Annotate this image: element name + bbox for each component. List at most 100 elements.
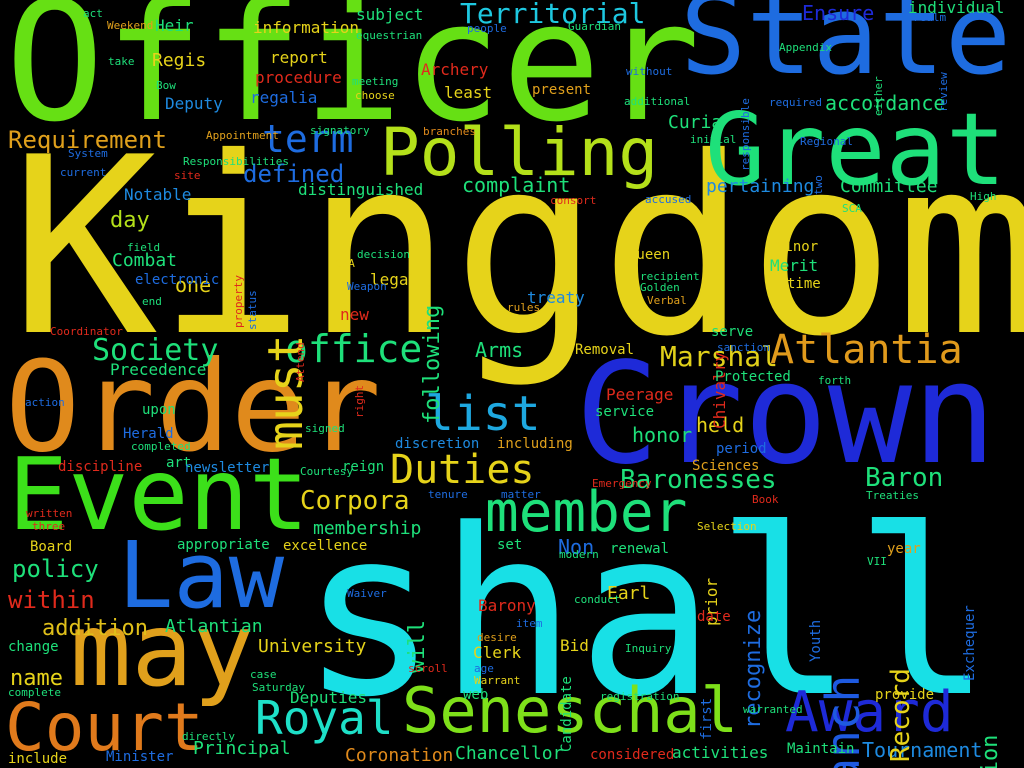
cloud-word: defined: [243, 160, 345, 188]
cloud-word: Merit: [770, 256, 819, 275]
cloud-word: Removal: [575, 342, 635, 358]
cloud-word: treaty: [527, 288, 585, 307]
cloud-word: Queen: [628, 247, 671, 263]
cloud-word: Non: [558, 535, 595, 559]
cloud-word: Emergency: [592, 477, 652, 490]
cloud-word: present: [532, 82, 592, 98]
cloud-word: serve: [711, 324, 754, 340]
cloud-word: Baronesses: [620, 465, 777, 495]
cloud-word: Appointment: [206, 129, 279, 142]
cloud-word: pertaining: [706, 176, 815, 197]
cloud-word: legal: [370, 270, 419, 289]
cloud-word: name: [10, 666, 63, 691]
cloud-word: Appendix: [779, 41, 832, 54]
cloud-word: Seneschal: [402, 674, 738, 747]
cloud-word: upon: [142, 402, 176, 418]
cloud-word: consort: [550, 194, 597, 207]
cloud-word: case: [250, 668, 277, 681]
cloud-word: take: [108, 55, 135, 68]
cloud-word: Guardian: [568, 20, 621, 33]
cloud-word: electronic: [135, 272, 220, 288]
cloud-word: System: [68, 147, 108, 160]
cloud-word: branches: [423, 125, 476, 138]
cloud-word: sanction: [717, 341, 770, 354]
cloud-word: set: [497, 537, 523, 553]
cloud-word: Protected: [715, 369, 791, 385]
cloud-word: rules: [507, 301, 541, 314]
cloud-word: conduct: [574, 593, 621, 606]
cloud-word: choose: [355, 89, 395, 102]
cloud-word: VII: [867, 555, 887, 568]
cloud-word: activities: [672, 743, 769, 762]
cloud-word: field: [127, 241, 161, 254]
cloud-word: Ensure: [802, 1, 875, 25]
cloud-word: signed: [305, 422, 345, 435]
cloud-word: University: [258, 636, 367, 657]
cloud-word: Tournament: [862, 738, 983, 762]
cloud-word: Responsibilities: [183, 155, 289, 168]
cloud-word: status: [246, 290, 259, 330]
cloud-word: list: [425, 386, 541, 442]
cloud-word: SCA: [842, 202, 862, 215]
cloud-word: meeting: [352, 75, 399, 88]
cloud-word: registration: [600, 690, 680, 703]
cloud-word: Royal: [255, 691, 394, 745]
cloud-word: Bow: [156, 79, 176, 92]
cloud-word: Regis: [152, 50, 207, 71]
cloud-word: Society: [92, 333, 219, 368]
cloud-word: recommendation: [978, 735, 1003, 768]
cloud-word: held: [696, 413, 745, 437]
cloud-word: may: [70, 591, 255, 710]
cloud-word: recipient: [640, 270, 700, 283]
cloud-word: completed: [131, 440, 191, 453]
cloud-word: Chancellor: [455, 743, 564, 764]
cloud-word: additional: [624, 95, 691, 108]
cloud-word: Kingdom: [10, 105, 1024, 390]
cloud-word: term: [262, 117, 354, 161]
cloud-word: following: [420, 304, 445, 424]
cloud-word: right: [353, 384, 366, 418]
cloud-word: tenure: [428, 488, 468, 501]
cloud-word: Courtesy: [300, 465, 353, 478]
cloud-word: accordance: [825, 91, 946, 115]
cloud-word: without: [626, 65, 673, 78]
cloud-word: forth: [818, 374, 852, 387]
cloud-word: Atlantia: [770, 327, 963, 373]
cloud-word: GoA: [335, 257, 355, 270]
cloud-word: Duties: [390, 447, 535, 493]
cloud-word: Minister: [106, 749, 174, 765]
cloud-word: report: [270, 48, 328, 67]
cloud-word: Waiver: [347, 587, 387, 600]
cloud-word: new: [340, 305, 369, 324]
cloud-word: Law: [118, 522, 285, 629]
cloud-word: realm: [913, 11, 947, 24]
cloud-word: Inquiry: [625, 642, 672, 655]
cloud-word: Atlantian: [165, 616, 263, 637]
cloud-word: Earl: [607, 583, 651, 604]
cloud-word: individual: [908, 0, 1005, 17]
cloud-word: Coronation: [345, 745, 454, 766]
cloud-word: Requirement: [8, 126, 167, 154]
cloud-word: matter: [501, 488, 541, 501]
cloud-word: Court: [5, 689, 204, 766]
cloud-word: Attend: [294, 342, 307, 382]
cloud-word: Deputy: [165, 94, 223, 113]
cloud-word: action: [25, 396, 65, 409]
cloud-word: period: [716, 441, 767, 457]
cloud-word: Book: [752, 493, 779, 506]
cloud-word: State: [680, 0, 1012, 99]
cloud-word: required: [769, 96, 822, 109]
cloud-word: warranted: [743, 703, 803, 716]
cloud-word: Crown: [575, 333, 997, 496]
cloud-word: signatory: [310, 124, 370, 137]
cloud-word: renewal: [610, 541, 670, 557]
cloud-word: site: [174, 169, 201, 182]
cloud-word: policy: [12, 555, 99, 583]
cloud-word: discretion: [395, 436, 480, 452]
cloud-word: Coordinator: [50, 325, 123, 338]
cloud-word: three: [32, 520, 66, 533]
cloud-word: discipline: [58, 459, 143, 475]
cloud-word: service: [595, 404, 655, 420]
cloud-word: Record: [886, 668, 916, 762]
